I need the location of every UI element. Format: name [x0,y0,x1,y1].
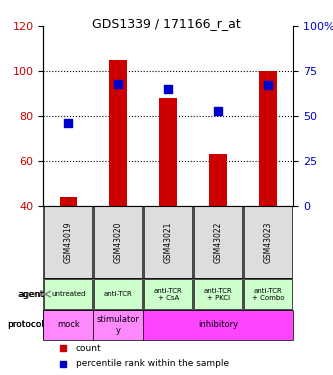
Point [265,82,271,88]
Text: anti-TCR
+ Combo: anti-TCR + Combo [252,288,284,301]
Point [116,81,121,87]
Text: percentile rank within the sample: percentile rank within the sample [76,359,229,368]
Point [166,86,171,92]
FancyBboxPatch shape [244,207,292,278]
FancyBboxPatch shape [93,310,143,340]
Text: anti-TCR
+ PKCi: anti-TCR + PKCi [204,288,232,301]
Text: anti-TCR: anti-TCR [104,291,133,297]
Text: agent: agent [18,290,44,298]
FancyBboxPatch shape [94,207,142,278]
Text: protocol: protocol [7,321,44,330]
FancyBboxPatch shape [43,310,93,340]
Bar [60,197,77,206]
Text: count: count [76,344,101,352]
Point [66,120,71,126]
FancyBboxPatch shape [144,279,192,309]
FancyBboxPatch shape [44,207,92,278]
FancyBboxPatch shape [194,279,242,309]
Bar [160,98,177,206]
Text: stimulator
y: stimulator y [97,315,140,334]
Bar [110,60,127,206]
Text: GSM43022: GSM43022 [213,222,223,263]
Text: untreated: untreated [51,291,86,297]
FancyBboxPatch shape [144,207,192,278]
Text: GSM43023: GSM43023 [263,222,273,263]
Text: mock: mock [57,321,80,330]
Point [215,108,221,114]
Text: GSM43021: GSM43021 [164,222,173,263]
FancyBboxPatch shape [244,279,292,309]
FancyBboxPatch shape [143,310,293,340]
Bar [209,154,227,206]
Text: protocol: protocol [7,321,44,330]
Text: GSM43019: GSM43019 [64,222,73,263]
Text: agent: agent [18,290,44,298]
Text: GSM43020: GSM43020 [114,222,123,263]
Bar [259,71,277,206]
FancyBboxPatch shape [44,279,92,309]
Text: anti-TCR
+ CsA: anti-TCR + CsA [154,288,182,301]
Text: GDS1339 / 171166_r_at: GDS1339 / 171166_r_at [92,17,241,30]
FancyBboxPatch shape [194,207,242,278]
Text: inhibitory: inhibitory [198,321,238,330]
FancyBboxPatch shape [94,279,142,309]
